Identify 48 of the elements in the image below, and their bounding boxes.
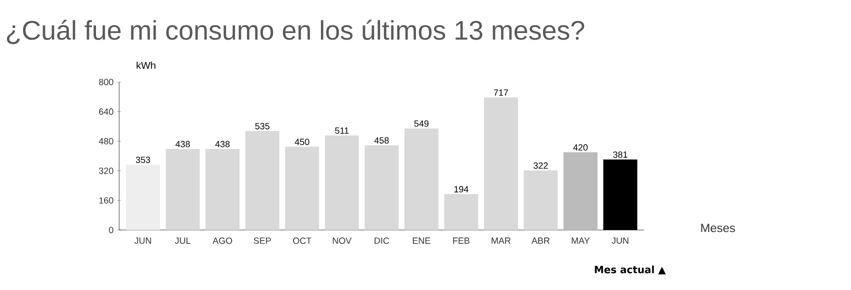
data-label: 353 [136, 156, 150, 164]
y-tick-label: 160 [99, 197, 114, 204]
bar [484, 97, 518, 230]
data-label: 549 [414, 120, 428, 127]
bar [324, 135, 359, 230]
y-tick-label: 320 [99, 168, 114, 174]
y-tick-label: 640 [99, 108, 114, 115]
data-label: 458 [374, 137, 389, 144]
x-tick-label: FEB [453, 238, 470, 244]
x-tick-label: SEP [254, 238, 271, 244]
data-label: 450 [294, 138, 310, 146]
bar [285, 146, 320, 230]
x-tick-label: JUN [134, 238, 151, 244]
y-tick-label: 480 [98, 138, 114, 144]
data-label: 322 [534, 162, 548, 169]
y-axis-title: kWh [136, 62, 156, 69]
x-tick-label: JUN [612, 238, 628, 244]
y-tick-label: 800 [99, 78, 114, 86]
x-tick-label: NOV [332, 238, 352, 244]
bar [126, 164, 160, 230]
data-label: 438 [215, 140, 230, 148]
x-tick-label: OCT [293, 238, 312, 244]
x-tick-label: AGO [212, 238, 232, 244]
bar [564, 152, 598, 230]
x-tick-label: MAR [492, 238, 511, 244]
data-label: 438 [176, 140, 190, 148]
data-label: 420 [573, 144, 588, 151]
data-label: 511 [335, 128, 349, 134]
data-label: 194 [454, 186, 468, 192]
data-label: 535 [255, 122, 270, 130]
text: Mes actual ▲ [594, 266, 666, 274]
x-axis-title: Meses [701, 224, 735, 232]
bar [245, 131, 280, 230]
chart-title: ¿Cuál fue mi consumo en los últimos 13 meses? [6, 20, 584, 44]
bar [524, 170, 558, 230]
x-tick-label: ABR [532, 238, 550, 244]
bar [364, 145, 399, 230]
data-label: 717 [494, 89, 508, 96]
bar [166, 148, 200, 230]
bar [404, 128, 438, 230]
x-tick-label: JUL [174, 238, 190, 244]
x-tick-label: DIC [374, 238, 390, 244]
bar [444, 194, 478, 230]
x-tick-label: MAY [572, 238, 590, 244]
bar [206, 148, 240, 230]
data-label: 381 [613, 151, 628, 158]
x-tick-label: ENE [412, 238, 430, 244]
y-tick-label: 0 [108, 226, 114, 234]
